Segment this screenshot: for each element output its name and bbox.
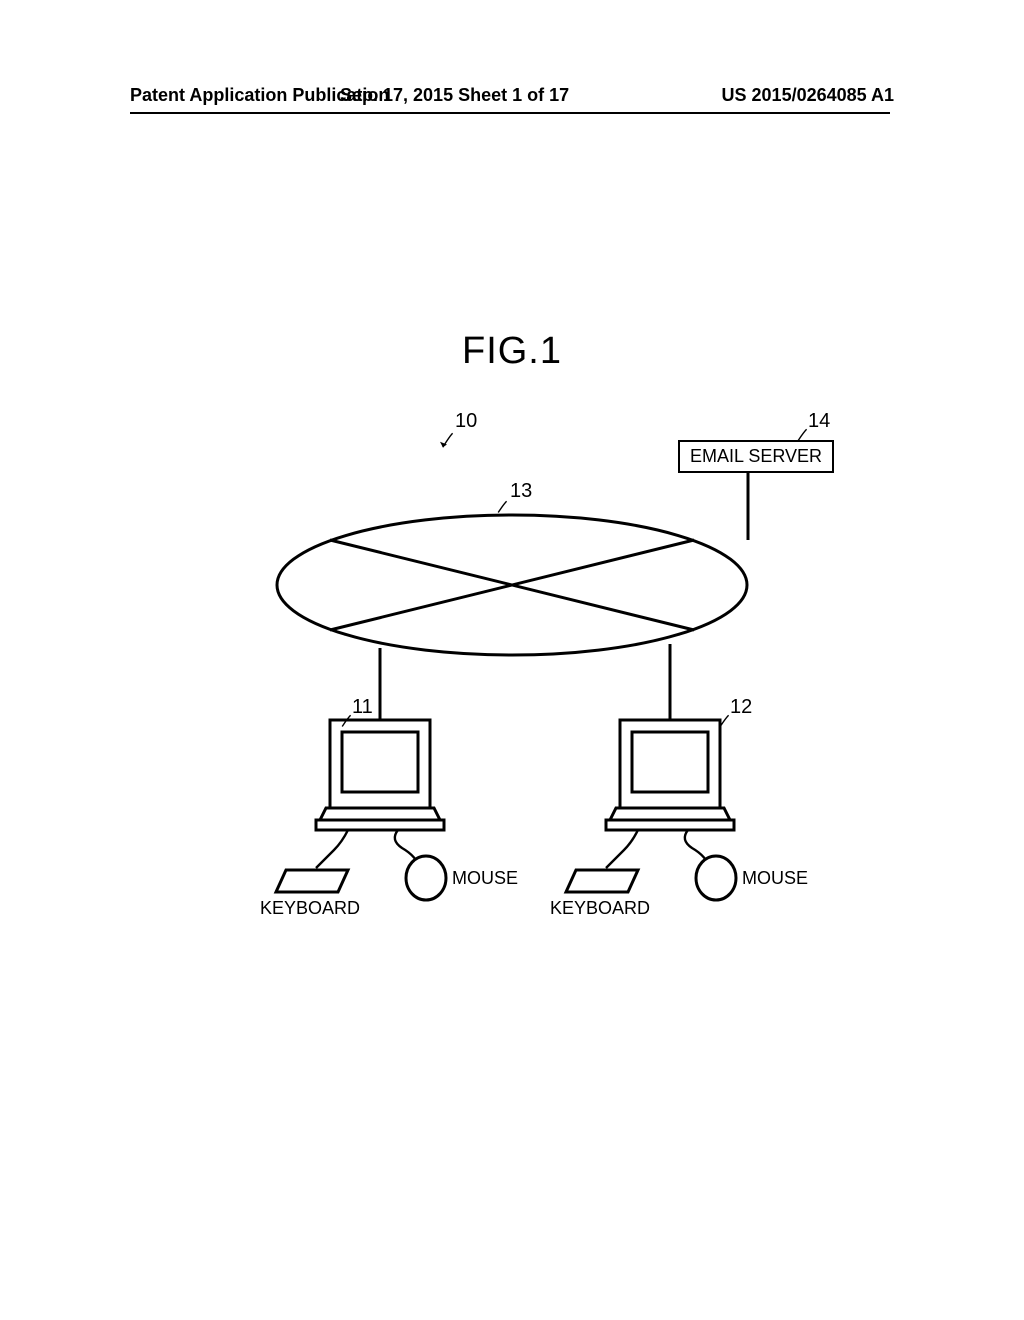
header-right: US 2015/0264085 A1 [722, 85, 894, 106]
email-server-box: EMAIL SERVER [678, 440, 834, 473]
ref-12-label: 12 [730, 696, 752, 719]
left-mouse-label: MOUSE [452, 868, 518, 889]
right-pc-icon [566, 720, 736, 900]
ref-11-leader [338, 712, 352, 734]
ref-10-leader [440, 430, 454, 452]
ref-12-leader [716, 712, 730, 734]
ref-10-label: 10 [455, 410, 477, 433]
figure-title: FIG.1 [0, 330, 1024, 373]
right-keyboard-label: KEYBOARD [550, 898, 650, 919]
header-rule [130, 112, 890, 114]
right-mouse-label: MOUSE [742, 868, 808, 889]
ref-11-label: 11 [352, 696, 373, 719]
email-server-label: EMAIL SERVER [690, 446, 822, 466]
network-diagram: 10 14 EMAIL SERVER 13 [200, 420, 824, 920]
left-keyboard-label: KEYBOARD [260, 898, 360, 919]
ref-13-label: 13 [510, 480, 532, 503]
left-pc-icon [276, 720, 446, 900]
ref-13-leader [494, 498, 508, 520]
ref-14-label: 14 [808, 410, 830, 433]
page-header: Patent Application Publication Sep. 17, … [0, 85, 1024, 106]
header-center: Sep. 17, 2015 Sheet 1 of 17 [340, 85, 569, 106]
